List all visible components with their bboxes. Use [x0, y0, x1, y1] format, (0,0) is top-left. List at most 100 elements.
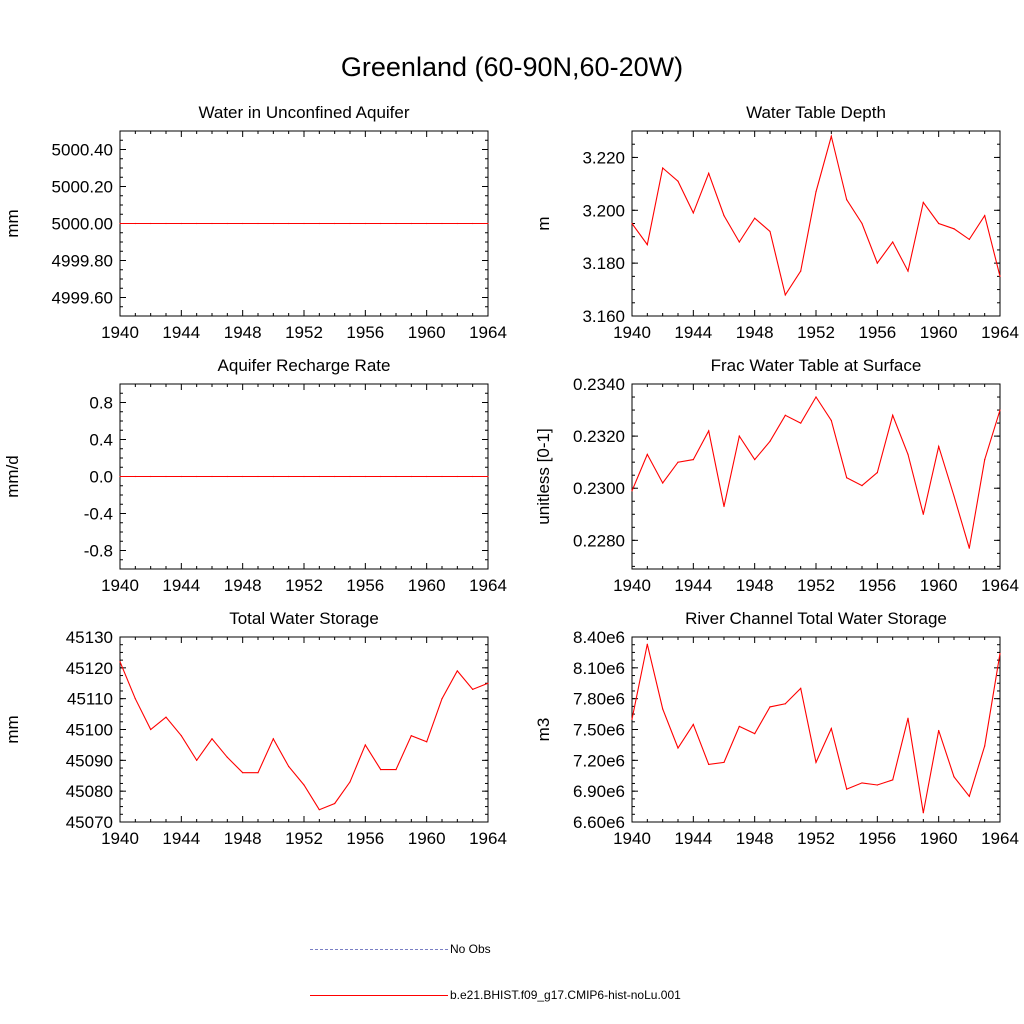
x-tick-label: 1964 — [981, 576, 1019, 595]
data-point — [876, 471, 878, 474]
y-tick-label: 0.2300 — [573, 479, 625, 498]
x-tick-label: 1964 — [469, 576, 507, 595]
y-tick-label: 0.2340 — [573, 375, 625, 394]
legend-model: b.e21.BHIST.f09_g17.CMIP6-hist-noLu.001 — [310, 988, 681, 1002]
x-tick-label: 1944 — [162, 323, 200, 342]
x-tick-label: 1952 — [285, 829, 323, 848]
data-point — [815, 191, 817, 193]
data-point — [134, 475, 136, 478]
y-tick-label: 45110 — [67, 690, 113, 709]
x-tick-label: 1960 — [920, 576, 958, 595]
data-point — [441, 475, 443, 478]
y-tick-label: 0.8 — [89, 394, 113, 413]
y-tick-label: 4999.80 — [52, 252, 113, 271]
data-point — [815, 396, 817, 398]
x-tick-label: 1948 — [736, 323, 774, 342]
data-point — [892, 414, 894, 416]
y-tick-label: 0.0 — [89, 468, 113, 487]
y-tick-label: 5000.00 — [52, 215, 113, 234]
y-axis-label: m — [534, 216, 553, 230]
data-point — [830, 135, 832, 137]
x-tick-label: 1956 — [346, 323, 384, 342]
panel-title: Water in Unconfined Aquifer — [198, 103, 409, 122]
data-point — [938, 222, 940, 225]
data-point — [892, 241, 894, 243]
data-point — [999, 652, 1001, 655]
data-point — [150, 728, 152, 731]
data-point — [426, 741, 428, 743]
y-tick-label: 8.40e6 — [573, 628, 625, 647]
data-point — [800, 422, 802, 424]
panel-1: 1940 1944 1948 1952 1956 1960 1964 4999.60 4999.… — [3, 103, 507, 342]
x-tick-label: 1940 — [613, 576, 651, 595]
y-tick-label: 8.10e6 — [573, 659, 625, 678]
data-point — [907, 453, 909, 455]
data-point — [380, 475, 382, 478]
data-point — [999, 275, 1001, 277]
data-point — [211, 222, 213, 225]
x-tick-label: 1956 — [858, 829, 896, 848]
x-tick-label: 1960 — [408, 323, 446, 342]
data-point — [119, 661, 121, 663]
panel-title: Total Water Storage — [229, 609, 379, 628]
data-point — [723, 505, 725, 508]
data-point — [984, 458, 986, 461]
panel-4: 1940 1944 1948 1952 1956 1960 1964 0.2280 0.2300… — [534, 356, 1019, 595]
panel-title: Water Table Depth — [746, 103, 886, 122]
data-point — [472, 688, 474, 691]
data-point — [196, 222, 198, 225]
data-point — [999, 409, 1001, 411]
data-point — [410, 222, 412, 225]
data-point — [861, 222, 863, 225]
data-point — [334, 802, 336, 805]
panel-5: 1940 1944 1948 1952 1956 1960 1964 45070 45080 45… — [3, 609, 507, 848]
data-point — [288, 765, 290, 768]
x-tick-label: 1960 — [408, 829, 446, 848]
data-point — [318, 222, 320, 225]
legend-obs-line — [310, 948, 448, 950]
data-point — [968, 547, 970, 549]
x-tick-label: 1960 — [920, 829, 958, 848]
x-tick-label: 1948 — [736, 829, 774, 848]
data-point — [692, 212, 694, 214]
y-tick-label: 7.50e6 — [573, 721, 625, 740]
x-tick-label: 1944 — [162, 829, 200, 848]
data-point — [364, 222, 366, 225]
y-axis-label: mm/d — [3, 455, 22, 498]
data-point — [754, 217, 756, 219]
data-point — [692, 458, 694, 461]
y-tick-label: 45090 — [66, 751, 113, 770]
x-tick-label: 1964 — [469, 829, 507, 848]
data-point — [272, 475, 274, 478]
data-point — [364, 744, 366, 746]
data-point — [196, 759, 198, 761]
legend-obs-label: No Obs — [450, 942, 491, 956]
y-tick-label: -0.4 — [84, 505, 113, 524]
data-point — [738, 241, 740, 243]
y-tick-label: 45120 — [66, 659, 113, 678]
data-point — [876, 262, 878, 264]
data-point — [364, 475, 366, 478]
data-point — [180, 475, 182, 478]
data-point — [334, 475, 336, 478]
panel-2: 1940 1944 1948 1952 1956 1960 1964 3.160 3.180 3.… — [534, 103, 1019, 342]
y-tick-label: 5000.20 — [52, 178, 113, 197]
y-axis-label: mm — [3, 209, 22, 237]
x-tick-label: 1952 — [797, 576, 835, 595]
data-point — [907, 270, 909, 272]
plot-frame — [631, 636, 1001, 823]
x-tick-label: 1952 — [797, 829, 835, 848]
data-point — [226, 222, 228, 225]
panel-title: Aquifer Recharge Rate — [218, 356, 391, 375]
data-point — [907, 717, 909, 719]
data-point — [272, 222, 274, 225]
data-point — [226, 475, 228, 478]
y-tick-label: 7.20e6 — [573, 751, 625, 770]
data-point — [150, 222, 152, 225]
x-tick-label: 1944 — [674, 829, 712, 848]
data-point — [211, 738, 213, 740]
data-point — [288, 475, 290, 478]
data-point — [456, 475, 458, 478]
data-point — [830, 727, 832, 730]
data-point — [861, 782, 863, 784]
